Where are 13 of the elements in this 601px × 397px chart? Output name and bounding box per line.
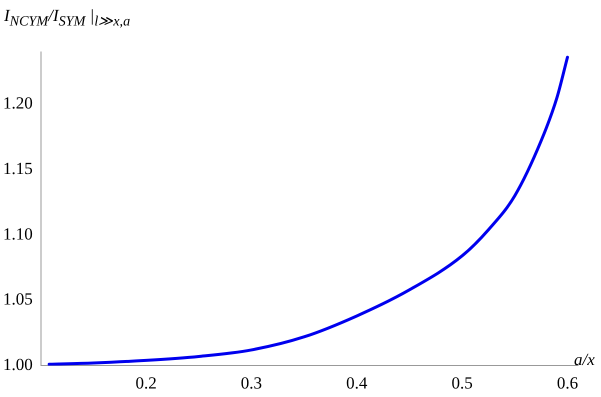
y-tick-label: 1.00: [3, 355, 33, 374]
x-tick-label: 0.6: [556, 373, 578, 392]
y-tick-label: 1.20: [3, 94, 33, 113]
y-tick-label: 1.10: [3, 224, 33, 244]
x-tick-label: 0.5: [452, 373, 473, 392]
line-series: [48, 56, 569, 366]
y-tick-label: 1.15: [3, 159, 33, 178]
x-tick-label: 0.4: [346, 373, 368, 392]
y-axis-title: I$_{NCYM}$/I$_{SYM}$ |$_{l≫x,a}$: [4, 6, 130, 30]
x-tick-label: 0.2: [135, 373, 157, 392]
y-tick-label: 1.05: [3, 290, 33, 309]
x-tick-label: 0.3: [240, 373, 262, 392]
x-axis-title: a/x: [574, 350, 595, 370]
